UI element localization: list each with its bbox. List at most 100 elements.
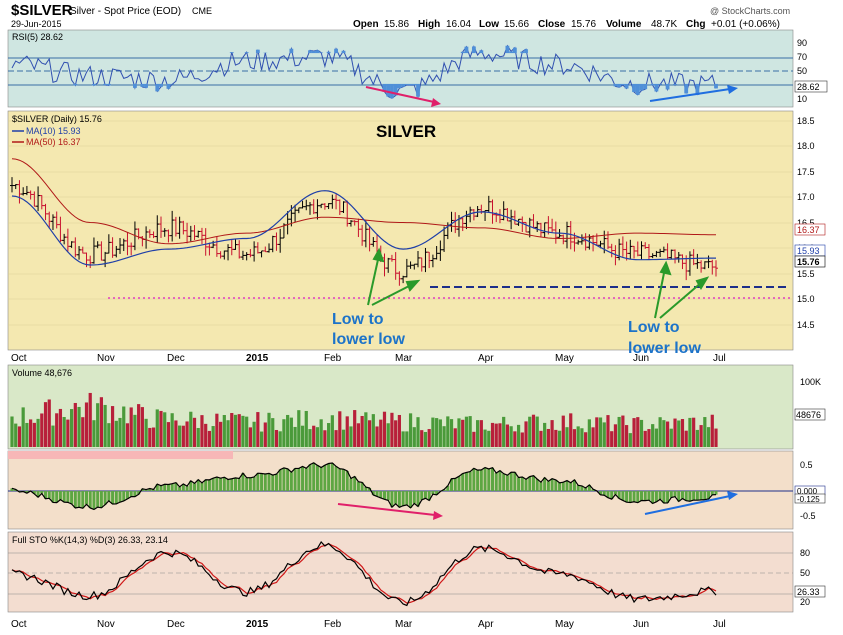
- volume-bar: [520, 432, 524, 447]
- price-panel-bg: [7, 110, 794, 351]
- volume-bar: [323, 430, 327, 447]
- price-bar: [203, 228, 208, 256]
- macd-value-box-2: [794, 493, 826, 504]
- price-bar: [654, 250, 659, 258]
- volume-bar: [218, 421, 223, 447]
- price-bar: [330, 194, 335, 209]
- volume-bar: [110, 406, 115, 447]
- volume-bar: [572, 429, 577, 447]
- volume-bar: [427, 429, 431, 447]
- price-bar: [337, 199, 342, 215]
- price-bar: [341, 201, 346, 213]
- price-bar: [244, 252, 249, 261]
- volume-bar: [267, 412, 271, 447]
- volume-bar: [40, 413, 44, 447]
- volume-bar: [706, 427, 711, 447]
- volume-bar: [684, 430, 688, 447]
- price-bar: [129, 242, 134, 256]
- price-bar: [95, 241, 100, 249]
- volume-bar: [51, 425, 55, 447]
- volume-bar: [256, 412, 260, 447]
- volume-bar: [211, 426, 215, 447]
- x-bottom-feb: Feb: [324, 619, 342, 630]
- price-bar: [416, 250, 421, 268]
- volume-bar: [405, 431, 409, 447]
- volume-bar: [714, 428, 718, 447]
- low-label: Low: [479, 19, 499, 30]
- price-bar: [501, 201, 506, 221]
- macd-tick-0-5: 0.5: [800, 460, 813, 470]
- volume-bar: [345, 416, 349, 447]
- volume-bar: [602, 422, 606, 447]
- volume-bar: [77, 406, 81, 447]
- volume-bar: [457, 418, 461, 447]
- volume-bar: [166, 422, 171, 447]
- price-bar: [43, 203, 48, 221]
- volume-bar: [73, 402, 77, 447]
- volume-bar: [200, 415, 204, 447]
- green-arrow-2: [371, 283, 414, 306]
- x-bottom-jul: Jul: [713, 619, 726, 630]
- price-legend-ma50: MA(50) 16.37: [26, 137, 81, 147]
- price-bar: [10, 177, 14, 193]
- volume-bar: [308, 429, 312, 447]
- price-bar: [535, 221, 540, 232]
- sto-tick-80: 80: [800, 548, 810, 558]
- price-bar: [32, 191, 37, 207]
- volume-bar: [286, 414, 290, 447]
- sto-ticks: 80 50 20: [800, 548, 810, 607]
- price-bar: [348, 220, 353, 227]
- x-bottom-may: May: [555, 619, 574, 630]
- volume-bar: [47, 399, 51, 447]
- volume-bar: [185, 421, 189, 447]
- volume-bar: [222, 415, 226, 447]
- sto-d-line: [11, 543, 717, 604]
- volume-bar: [137, 404, 141, 447]
- price-bar: [118, 238, 123, 254]
- volume-bar: [580, 428, 584, 447]
- price-bar: [252, 241, 257, 262]
- volume-bar: [114, 420, 118, 447]
- volume-bar: [554, 429, 558, 447]
- volume-bar: [233, 414, 238, 447]
- volume-bar: [431, 417, 435, 447]
- price-bar: [77, 246, 82, 260]
- volume-bar: [561, 415, 565, 447]
- rsi-magenta-arrow-head: [431, 98, 441, 107]
- volume-bar: [502, 416, 506, 447]
- price-bar: [628, 239, 633, 260]
- price-bar: [714, 260, 718, 277]
- chart-date: 29-Jun-2015: [11, 19, 62, 29]
- price-bar: [505, 208, 510, 222]
- x-label-2015: 2015: [246, 353, 269, 364]
- price-bar: [423, 247, 428, 273]
- volume-bar: [464, 416, 469, 447]
- volume-bar: [546, 428, 550, 447]
- price-bar: [218, 251, 223, 259]
- price-bar: [73, 237, 78, 258]
- price-bar: [65, 228, 70, 252]
- volume-bar: [438, 419, 442, 447]
- price-tick-18-0: 18.0: [797, 141, 815, 151]
- volume-bar: [144, 418, 148, 447]
- price-bar: [47, 211, 52, 229]
- volume-bar: [62, 417, 66, 447]
- volume-bar: [692, 417, 696, 447]
- volume-bar: [81, 417, 85, 447]
- price-bar: [524, 221, 529, 233]
- price-tick-15-5: 15.5: [797, 269, 815, 279]
- volume-bar: [10, 416, 14, 447]
- price-bar: [58, 216, 63, 243]
- price-bar: [605, 231, 610, 250]
- price-bar: [237, 240, 242, 259]
- price-bar: [669, 249, 674, 260]
- price-bar: [91, 237, 96, 264]
- volume-bar: [621, 415, 625, 447]
- volume-bar: [628, 433, 632, 447]
- price-bar: [88, 255, 93, 269]
- price-bar: [363, 220, 368, 248]
- price-bar: [673, 249, 678, 264]
- price-bar: [475, 206, 480, 217]
- rsi-legend: RSI(5) 28.62: [12, 32, 63, 42]
- volume-bar: [550, 420, 554, 447]
